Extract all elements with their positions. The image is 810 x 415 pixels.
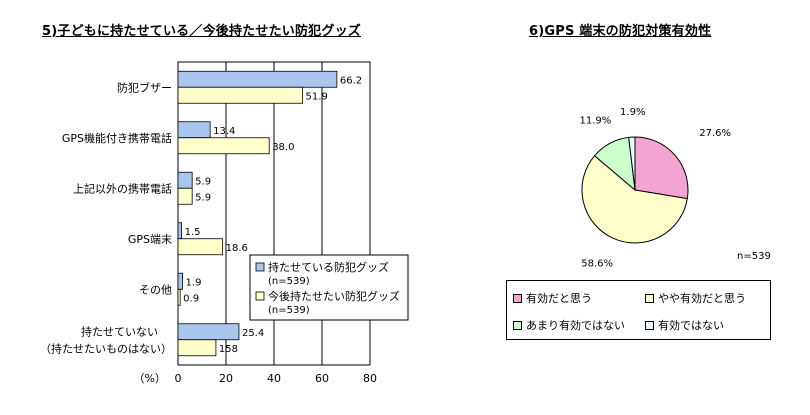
pie-slice bbox=[628, 136, 636, 191]
bar-value-label: 1.5 bbox=[185, 227, 201, 238]
bar-value-label: 25.4 bbox=[242, 328, 264, 339]
pie-legend-item: やや有効だと思う bbox=[645, 290, 746, 306]
x-tick-label: 40 bbox=[267, 372, 281, 385]
x-unit-label: （%） bbox=[134, 372, 166, 385]
pie-slice-label: 1.9% bbox=[620, 107, 645, 118]
category-label: 持たせていない bbox=[81, 324, 158, 338]
pie-legend-label: あまり有効ではない bbox=[526, 319, 625, 332]
bar-value-label: 18.6 bbox=[226, 243, 248, 254]
pie-legend-swatch bbox=[645, 320, 654, 330]
pie-legend-swatch bbox=[513, 320, 522, 330]
bar-chart-title: 5)子どもに持たせている／今後持たせたい防犯グッズ bbox=[42, 24, 361, 39]
bar bbox=[177, 288, 181, 306]
pie-legend-label: 有効だと思う bbox=[526, 292, 592, 305]
pie-legend-item: 有効ではない bbox=[645, 317, 724, 333]
bar-value-label: 13.4 bbox=[213, 126, 235, 137]
bar-value-label: 51.9 bbox=[306, 91, 328, 102]
bar-legend-note: (n=539) bbox=[268, 305, 310, 316]
pie-sample-size: n=539 bbox=[737, 251, 771, 262]
bar-value-label: 5.9 bbox=[195, 176, 211, 187]
bar-legend-swatch bbox=[255, 262, 265, 272]
x-tick-label: 80 bbox=[363, 372, 377, 385]
pie-slice-label: 11.9% bbox=[579, 115, 611, 126]
bar-value-label: 38.0 bbox=[272, 142, 294, 153]
bar bbox=[177, 137, 270, 155]
bar bbox=[177, 339, 217, 357]
bar-legend bbox=[249, 254, 409, 321]
x-tick-label: 0 bbox=[175, 372, 182, 385]
pie-legend-label: やや有効だと思う bbox=[658, 292, 746, 305]
bar-value-label: 5.9 bbox=[195, 192, 211, 203]
bar-legend-note: (n=539) bbox=[268, 276, 310, 287]
bar-legend-swatch bbox=[255, 291, 265, 301]
x-tick-label: 20 bbox=[219, 372, 233, 385]
bar bbox=[177, 238, 224, 256]
pie-slice-label: 27.6% bbox=[699, 128, 731, 139]
pie-legend-swatch bbox=[513, 293, 522, 303]
pie-slice-label: 58.6% bbox=[581, 258, 613, 269]
bar-legend-label: 持たせている防犯グッズ bbox=[268, 260, 389, 274]
category-label: その他 bbox=[139, 283, 172, 296]
bar-value-label: 0.9 bbox=[183, 293, 199, 304]
category-label: （持たせたいものはない） bbox=[40, 341, 172, 355]
category-label: 防犯ブザー bbox=[117, 80, 172, 94]
category-label: 上記以外の携帯電話 bbox=[73, 181, 172, 195]
pie-slice bbox=[634, 136, 689, 200]
bar-legend-label: 今後持たせたい防犯グッズ bbox=[268, 289, 400, 303]
bar-value-label: 158 bbox=[219, 344, 238, 355]
pie-legend-item: 有効だと思う bbox=[513, 290, 592, 306]
pie-legend-item: あまり有効ではない bbox=[513, 317, 625, 333]
bar-value-label: 66.2 bbox=[340, 75, 362, 86]
pie-legend: 有効だと思う やや有効だと思う あまり有効ではない 有効ではない bbox=[506, 280, 771, 340]
category-label: GPS端末 bbox=[128, 232, 172, 246]
pie-chart-title: 6)GPS 端末の防犯対策有効性 bbox=[529, 24, 712, 39]
bar bbox=[177, 86, 303, 104]
bar-value-label: 1.9 bbox=[186, 277, 202, 288]
x-tick-label: 60 bbox=[315, 372, 329, 385]
pie-legend-label: 有効ではない bbox=[658, 319, 724, 332]
pie-slice bbox=[581, 155, 688, 244]
pie-legend-swatch bbox=[645, 293, 654, 303]
bar bbox=[177, 187, 193, 205]
category-label: GPS機能付き携帯電話 bbox=[62, 131, 172, 145]
